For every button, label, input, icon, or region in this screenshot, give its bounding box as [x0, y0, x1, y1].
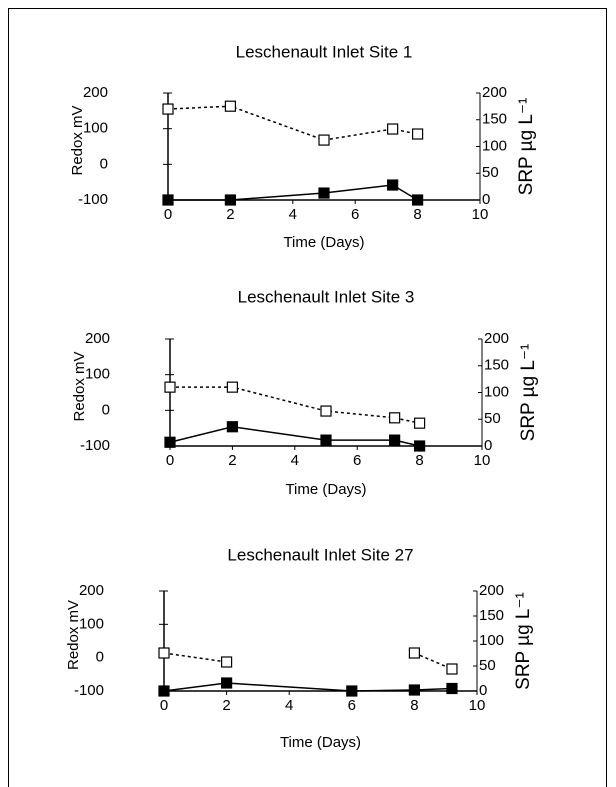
x-tick-label: 6 — [351, 206, 359, 223]
x-axis-label: Time (Days) — [280, 734, 361, 751]
marker — [318, 187, 330, 199]
marker — [387, 123, 399, 135]
x-tick-label: 10 — [474, 452, 491, 469]
y2-tick-label: 200 — [479, 582, 504, 599]
chart-title: Leschenault Inlet Site 27 — [227, 545, 413, 564]
y2-tick-label: 0 — [484, 437, 492, 454]
y-tick-label: -100 — [74, 682, 104, 699]
marker — [414, 417, 426, 429]
y2-tick-label: 50 — [484, 410, 501, 427]
x-tick-label: 4 — [285, 697, 293, 714]
x-tick-label: 10 — [469, 697, 486, 714]
y-tick-label: 0 — [102, 401, 110, 418]
y2-tick-label: 100 — [479, 632, 504, 649]
y-tick-label: 100 — [85, 366, 110, 383]
y2-tick-label: 200 — [482, 84, 507, 101]
y2-tick-label: 50 — [482, 164, 499, 181]
y2-tick-label: 200 — [484, 330, 509, 347]
marker — [446, 682, 458, 695]
marker — [389, 434, 401, 446]
marker — [414, 440, 426, 452]
y2-tick-label: 150 — [484, 357, 509, 374]
y2-tick-label: 100 — [484, 383, 509, 400]
marker — [162, 103, 174, 115]
marker — [221, 677, 233, 689]
marker — [412, 194, 424, 206]
marker — [320, 405, 332, 417]
marker — [408, 647, 420, 659]
y-tick-label: 100 — [83, 120, 108, 137]
x-tick-label: 8 — [410, 697, 418, 714]
series-line — [168, 184, 418, 201]
marker — [164, 381, 176, 393]
x-axis-label: Time (Days) — [285, 481, 366, 498]
x-tick-label: 10 — [472, 206, 489, 223]
y2-tick-label: 150 — [482, 111, 507, 128]
x-tick-label: 6 — [353, 452, 361, 469]
chart-title: Leschenault Inlet Site 3 — [238, 287, 415, 306]
x-tick-label: 4 — [289, 206, 297, 223]
x-tick-label: 0 — [164, 206, 172, 223]
frame — [8, 8, 607, 787]
y2-tick-label: 150 — [479, 607, 504, 624]
series-line — [169, 425, 420, 447]
x-tick-label: 6 — [348, 697, 356, 714]
marker — [226, 381, 238, 393]
y2-axis-label: SRP µg L⁻¹ — [516, 98, 537, 196]
x-tick-label: 0 — [166, 452, 174, 469]
x-tick-label: 8 — [413, 206, 421, 223]
marker — [318, 134, 330, 146]
series-line — [170, 386, 420, 424]
x-tick-label: 2 — [228, 452, 236, 469]
y-axis-label: Redox mV — [69, 105, 86, 175]
y-tick-label: 200 — [79, 582, 104, 599]
x-axis-label: Time (Days) — [283, 234, 364, 251]
marker — [226, 421, 238, 433]
y2-tick-label: 50 — [479, 657, 496, 674]
y2-tick-label: 0 — [479, 682, 487, 699]
marker — [158, 647, 170, 659]
series-line — [167, 105, 418, 141]
marker — [158, 685, 170, 697]
y-tick-label: 0 — [96, 649, 104, 666]
marker — [387, 179, 399, 191]
marker — [412, 128, 424, 140]
y2-axis-label: SRP µg L⁻¹ — [518, 344, 539, 442]
y-tick-label: 200 — [83, 84, 108, 101]
x-tick-label: 8 — [415, 452, 423, 469]
y2-axis-label: SRP µg L⁻¹ — [513, 592, 534, 690]
y2-tick-label: 0 — [482, 191, 490, 208]
series-line — [163, 652, 453, 670]
marker — [446, 663, 458, 675]
y-tick-label: -100 — [78, 191, 108, 208]
marker — [224, 100, 236, 112]
marker — [164, 436, 176, 448]
marker — [346, 685, 358, 697]
marker — [162, 194, 174, 206]
y-axis-label: Redox mV — [65, 600, 82, 670]
marker — [224, 194, 236, 206]
marker — [408, 684, 420, 696]
y-tick-label: 100 — [79, 615, 104, 632]
marker — [221, 656, 233, 668]
y2-tick-label: 100 — [482, 137, 507, 154]
y-tick-label: -100 — [80, 437, 110, 454]
x-tick-label: 0 — [160, 697, 168, 714]
series-line — [163, 682, 452, 692]
chart-title: Leschenault Inlet Site 1 — [236, 42, 413, 61]
y-axis-label: Redox mV — [71, 351, 88, 421]
y-tick-label: 0 — [100, 155, 108, 172]
marker — [389, 412, 401, 424]
marker — [320, 434, 332, 446]
x-tick-label: 4 — [291, 452, 299, 469]
x-tick-label: 2 — [222, 697, 230, 714]
x-tick-label: 2 — [226, 206, 234, 223]
y-tick-label: 200 — [85, 330, 110, 347]
